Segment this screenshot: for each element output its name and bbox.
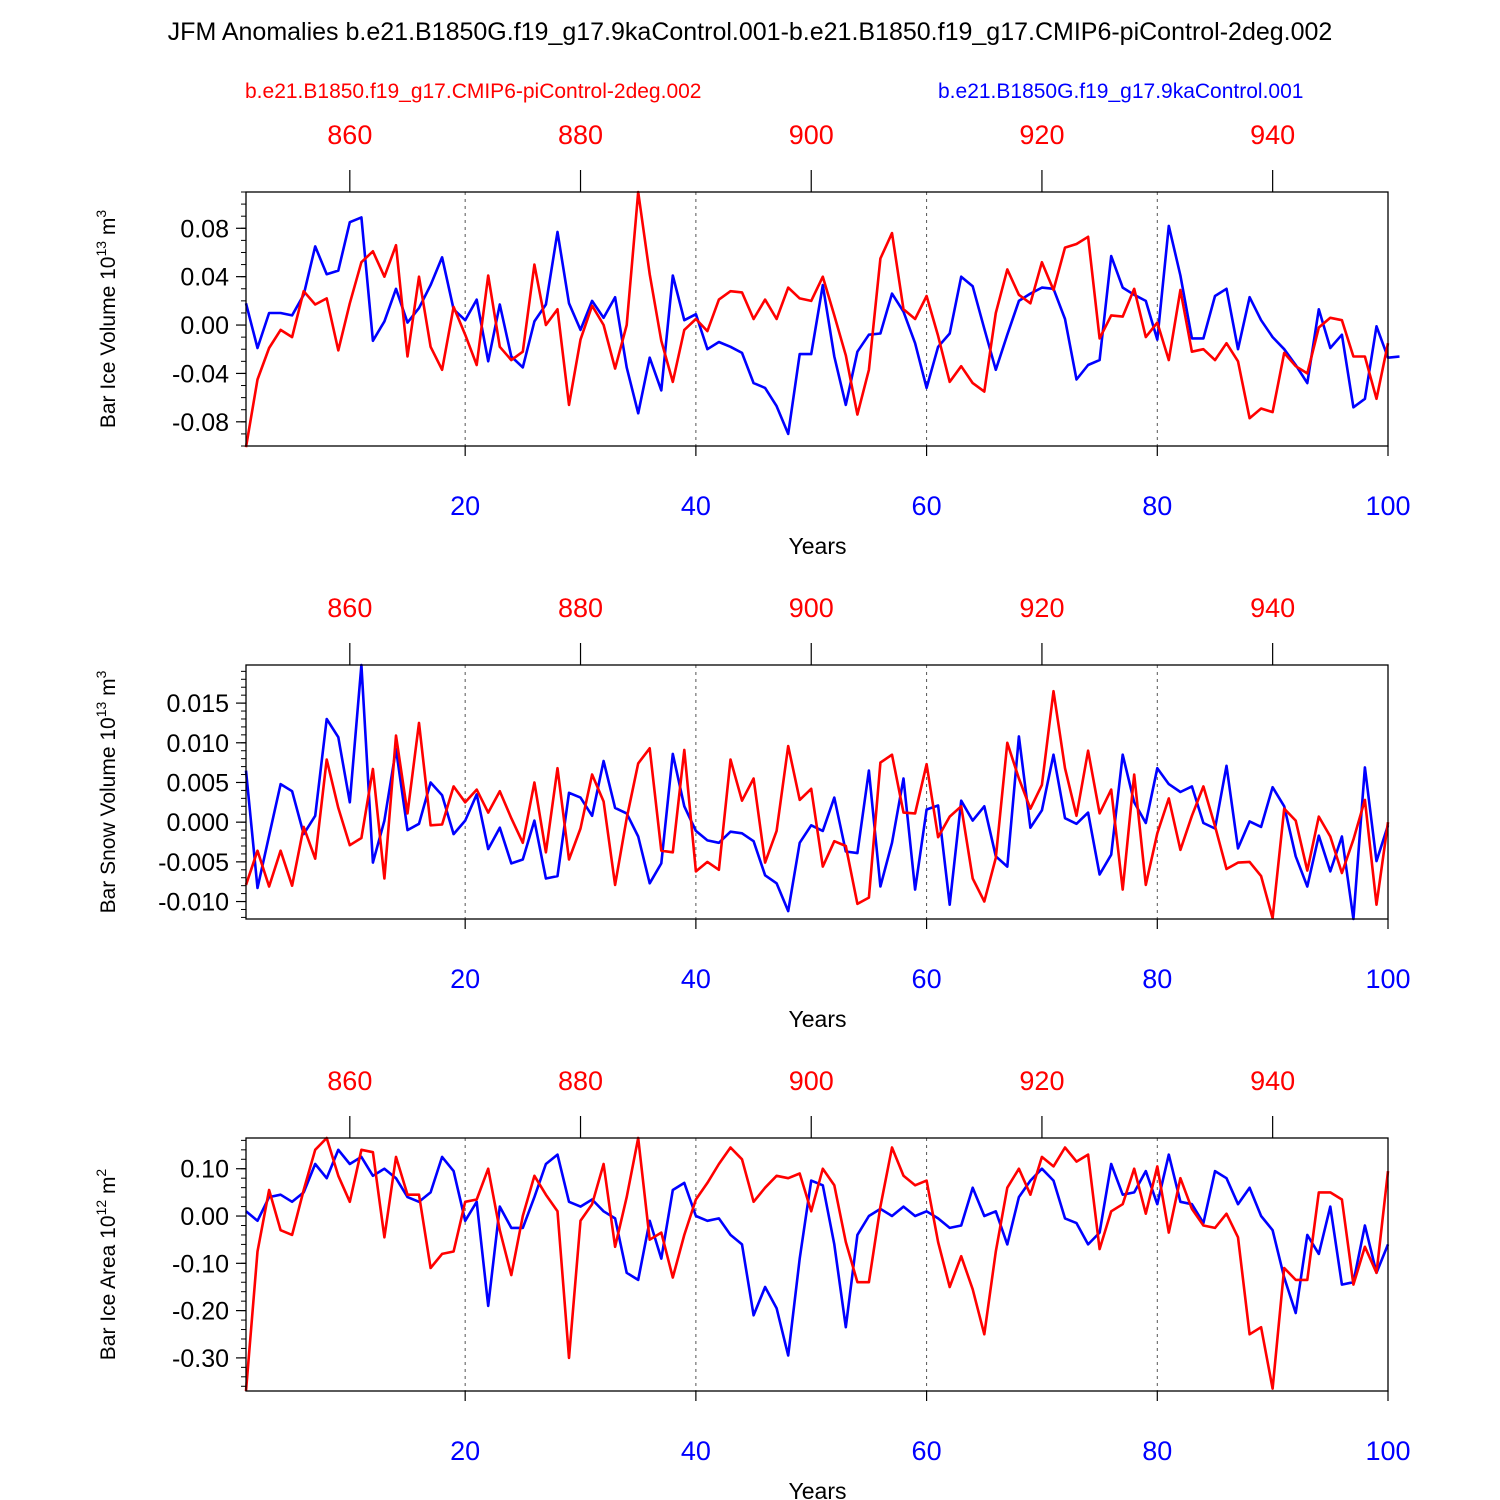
y-tick-label: -0.08 xyxy=(172,409,229,437)
x-bottom-tick-label: 60 xyxy=(912,1436,942,1466)
y-tick-label: 0.005 xyxy=(166,769,229,797)
y-axis-title: Bar Snow Volume 1013 m3 xyxy=(93,670,120,913)
plot-frame xyxy=(245,1137,1389,1392)
x-axis-title: Years xyxy=(789,533,847,559)
y-tick-label: -0.04 xyxy=(172,360,229,388)
x-top-tick-label: 940 xyxy=(1250,593,1295,623)
x-bottom-tick-label: 100 xyxy=(1365,491,1410,521)
y-tick-label: -0.010 xyxy=(158,889,229,917)
x-top-tick-label: 860 xyxy=(327,1066,372,1096)
x-top-tick-label: 880 xyxy=(558,1066,603,1096)
y-tick-label: 0.015 xyxy=(166,690,229,718)
x-bottom-tick-label: 80 xyxy=(1142,1436,1172,1466)
x-top-tick-label: 900 xyxy=(789,593,834,623)
legend-red-label: b.e21.B1850.f19_g17.CMIP6-piControl-2deg… xyxy=(245,80,702,103)
y-tick-label: 0.010 xyxy=(166,730,229,758)
figure-title: JFM Anomalies b.e21.B1850G.f19_g17.9kaCo… xyxy=(167,18,1333,46)
x-top-tick-label: 920 xyxy=(1019,1066,1064,1096)
chart-panel-2: -0.010 -0.005 0.000 0.005 0.010 0.015 20 40 60 80… xyxy=(93,593,1411,1032)
x-bottom-tick-label: 40 xyxy=(681,964,711,994)
x-bottom-tick-label: 80 xyxy=(1142,964,1172,994)
y-tick-label: 0.000 xyxy=(166,809,229,837)
y-tick-label: 0.00 xyxy=(180,1203,229,1231)
plot-frame xyxy=(245,191,1389,447)
x-bottom-tick-label: 60 xyxy=(912,964,942,994)
x-bottom-tick-label: 60 xyxy=(912,491,942,521)
series-line-blue xyxy=(245,1148,1390,1357)
chart-panel-3: -0.30 -0.20 -0.10 0.00 0.10 20 40 60 80 100 860 880… xyxy=(93,1066,1411,1500)
x-bottom-tick-label: 40 xyxy=(681,1436,711,1466)
x-axis-title: Years xyxy=(789,1478,847,1500)
series-line-blue xyxy=(244,663,1390,921)
x-bottom-tick-label: 40 xyxy=(681,491,711,521)
x-bottom-tick-label: 20 xyxy=(450,491,480,521)
x-top-tick-label: 920 xyxy=(1019,593,1064,623)
y-tick-label: 0.00 xyxy=(180,312,229,340)
legend-blue-label: b.e21.B1850G.f19_g17.9kaControl.001 xyxy=(938,80,1304,103)
y-axis-title: Bar Ice Area 1012 m2 xyxy=(93,1169,120,1361)
x-top-tick-label: 940 xyxy=(1250,1066,1295,1096)
y-tick-label: -0.005 xyxy=(158,849,229,877)
y-axis-title: Bar Ice Volume 1013 m3 xyxy=(93,210,120,429)
y-tick-label: -0.20 xyxy=(172,1298,229,1326)
x-top-tick-label: 940 xyxy=(1250,120,1295,150)
x-top-tick-label: 900 xyxy=(789,120,834,150)
x-bottom-tick-label: 20 xyxy=(450,1436,480,1466)
y-tick-label: 0.10 xyxy=(180,1156,229,1184)
y-tick-label: -0.10 xyxy=(172,1250,229,1278)
y-tick-label: 0.08 xyxy=(180,215,229,243)
x-top-tick-label: 920 xyxy=(1019,120,1064,150)
x-top-tick-label: 880 xyxy=(558,120,603,150)
y-tick-label: 0.04 xyxy=(180,264,229,292)
y-tick-label: -0.30 xyxy=(172,1345,229,1373)
chart-panel-1: -0.08 -0.04 0.00 0.04 0.08 20 40 60 80 100 860 880 9… xyxy=(93,120,1411,559)
x-top-tick-label: 900 xyxy=(789,1066,834,1096)
series-line-blue xyxy=(244,216,1400,436)
x-top-tick-label: 880 xyxy=(558,593,603,623)
x-bottom-tick-label: 20 xyxy=(450,964,480,994)
x-top-tick-label: 860 xyxy=(327,120,372,150)
plot-frame xyxy=(245,664,1389,920)
x-axis-title: Years xyxy=(789,1006,847,1032)
x-bottom-tick-label: 80 xyxy=(1142,491,1172,521)
x-bottom-tick-label: 100 xyxy=(1365,964,1410,994)
series-line-red xyxy=(244,190,1390,448)
series-line-red xyxy=(244,1136,1390,1392)
x-bottom-tick-label: 100 xyxy=(1365,1436,1410,1466)
series-line-red xyxy=(244,689,1390,920)
x-top-tick-label: 860 xyxy=(327,593,372,623)
